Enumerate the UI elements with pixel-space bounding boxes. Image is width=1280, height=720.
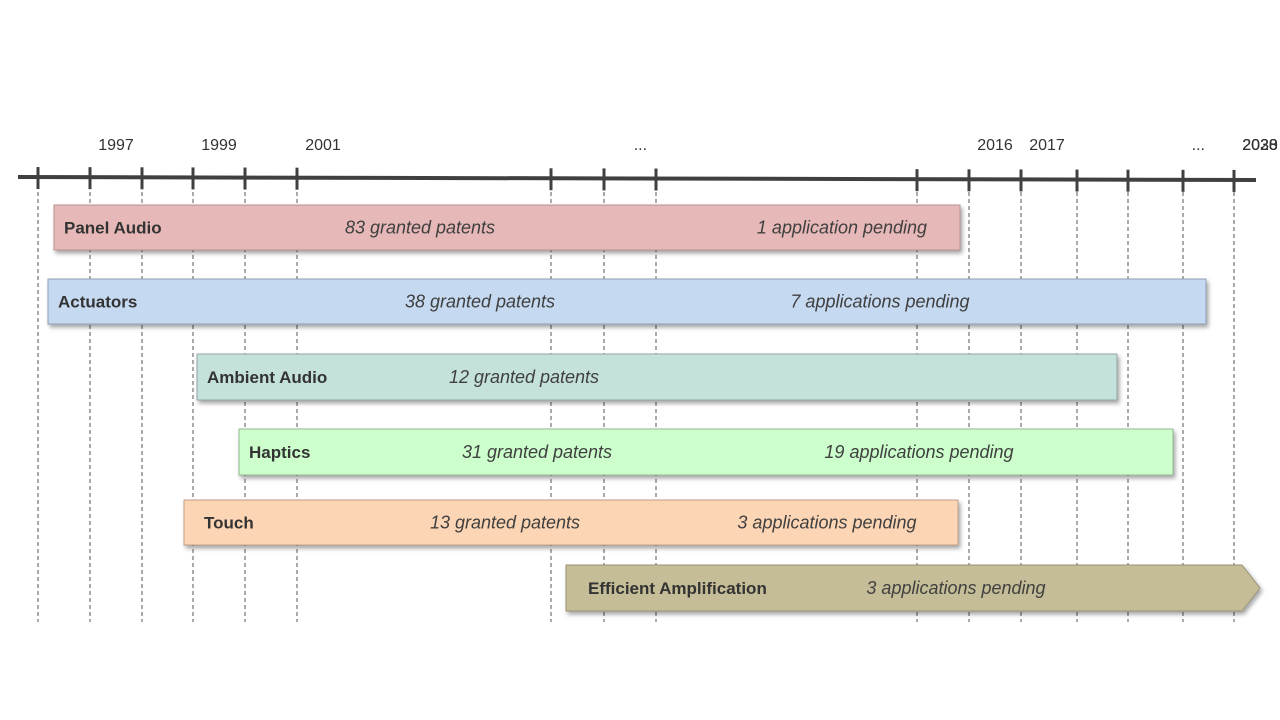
granted-count: 83 granted patents	[345, 218, 495, 238]
year-label: 2030	[1242, 137, 1278, 154]
bar-ambient-audio: Ambient Audio 12 granted patents	[196, 353, 1118, 401]
bar-haptics: Haptics 31 granted patents 19 applications…	[238, 428, 1174, 476]
granted-count: 13 granted patents	[430, 513, 580, 533]
bar-title: Actuators	[58, 293, 137, 312]
bar-shape	[53, 204, 961, 251]
year-label: 2028	[1242, 137, 1278, 154]
year-label: 1999	[201, 137, 237, 154]
year-label: 2016	[977, 137, 1013, 154]
timeline-axis	[17, 175, 1257, 182]
bar-shape	[47, 278, 1207, 325]
bar-efficient-amplification: Efficient Amplification 3 applications pe…	[565, 564, 1261, 612]
granted-count: 38 granted patents	[405, 292, 555, 312]
bar-title: Ambient Audio	[207, 368, 327, 387]
timeline-ticks	[36, 167, 1236, 192]
year-label: 2033	[1242, 137, 1278, 154]
bar-title: Efficient Amplification	[588, 579, 767, 598]
bar-title: Panel Audio	[64, 219, 162, 238]
bar-shape	[565, 564, 1261, 612]
granted-count: 12 granted patents	[449, 367, 599, 387]
bar-panel-audio: Panel Audio 83 granted patents 1 applicati…	[53, 204, 961, 251]
bar-touch: Touch 13 granted patents 3 applications pe…	[183, 499, 959, 546]
timeline-ellipsis: ...	[634, 137, 647, 154]
year-label: 1997	[98, 137, 134, 154]
pending-count: 19 applications pending	[824, 442, 1013, 462]
granted-count: 31 granted patents	[462, 442, 612, 462]
pending-count: 7 applications pending	[790, 292, 969, 312]
bar-shape	[183, 499, 959, 546]
timeline-axis-line	[17, 175, 1257, 182]
bar-shape	[196, 353, 1118, 401]
pending-count: 1 application pending	[757, 218, 927, 238]
year-gridlines	[37, 185, 1235, 622]
timeline-ellipsis: ...	[1192, 137, 1205, 154]
year-label: 2001	[305, 137, 341, 154]
pending-count: 3 applications pending	[866, 578, 1045, 598]
bar-title: Haptics	[249, 443, 310, 462]
bar-actuators: Actuators 38 granted patents 7 application…	[47, 278, 1207, 325]
patent-bars: Panel Audio 83 granted patents 1 applicati…	[47, 204, 1261, 612]
bar-shape	[238, 428, 1174, 476]
year-label: 2017	[1029, 137, 1065, 154]
bar-title: Touch	[204, 514, 254, 533]
pending-count: 3 applications pending	[737, 513, 916, 533]
